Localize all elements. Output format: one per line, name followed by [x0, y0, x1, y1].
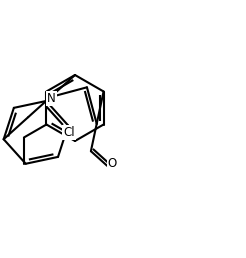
Text: O: O: [108, 157, 117, 170]
Text: N: N: [47, 92, 56, 104]
Text: Cl: Cl: [63, 126, 75, 139]
